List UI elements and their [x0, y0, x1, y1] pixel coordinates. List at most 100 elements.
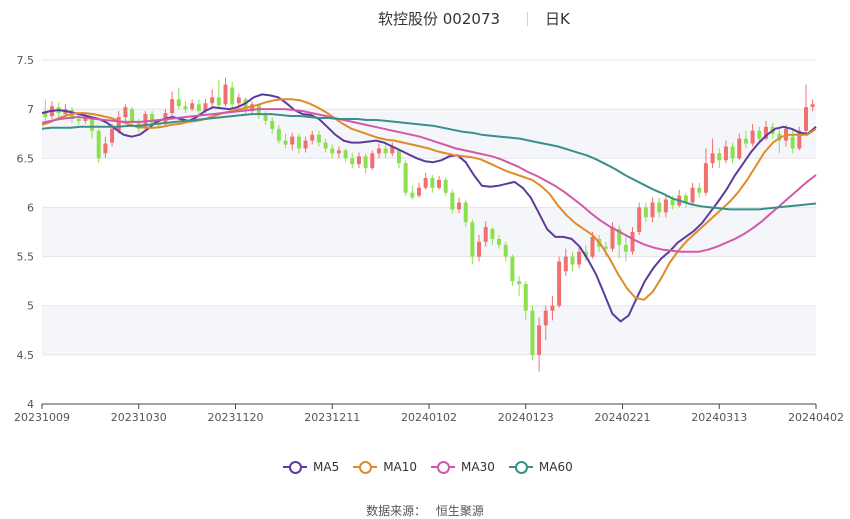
- legend-circle-icon: [359, 461, 373, 474]
- candle-body: [563, 256, 568, 272]
- legend-label: MA60: [538, 460, 573, 474]
- candle-body: [116, 117, 121, 131]
- data-source-name: 恒生聚源: [435, 504, 484, 518]
- candle-body: [537, 325, 542, 355]
- candle-body: [263, 114, 268, 121]
- candle-body: [703, 163, 708, 193]
- candle-body: [803, 107, 808, 131]
- ma-line-ma60: [41, 113, 817, 211]
- candle-body: [370, 153, 375, 169]
- title-row: 软控股份 002073 日K: [0, 6, 850, 30]
- x-tick-label: 20240313: [691, 411, 747, 424]
- legend-swatch: [353, 460, 378, 474]
- x-tick-label: 20231120: [208, 411, 264, 424]
- candle-body: [737, 138, 742, 159]
- candle-body: [523, 284, 528, 311]
- y-tick-label: 5: [27, 300, 34, 313]
- candle-body: [296, 136, 301, 149]
- candle-body: [683, 195, 688, 203]
- candle-body: [643, 207, 648, 218]
- plot-band: [42, 109, 816, 159]
- candle-body: [130, 109, 135, 123]
- candle-body: [583, 251, 588, 257]
- legend-circle-icon: [437, 461, 451, 474]
- candle-body: [356, 156, 361, 165]
- candle-body: [383, 148, 388, 154]
- plot-band: [42, 207, 816, 257]
- candle-body: [303, 140, 308, 149]
- candle-body: [517, 281, 522, 285]
- candle-body: [390, 146, 395, 154]
- candle-body: [557, 261, 562, 306]
- candle-body: [530, 310, 535, 355]
- legend-item-ma30[interactable]: MA30: [431, 458, 495, 476]
- candle-body: [150, 114, 155, 123]
- candle-body: [610, 227, 615, 249]
- y-tick-label: 6: [27, 201, 34, 214]
- candle-body: [750, 130, 755, 144]
- candle-body: [250, 104, 255, 112]
- candle-body: [723, 146, 728, 161]
- candle-body: [457, 202, 462, 210]
- candle-body: [323, 142, 328, 149]
- x-tick-label: 20240102: [401, 411, 457, 424]
- chart-legend: MA5 MA10 MA30 MA60: [283, 458, 573, 476]
- candle-body: [497, 238, 502, 245]
- candle-body: [697, 187, 702, 193]
- ma-line-ma10: [41, 98, 817, 301]
- candle-body: [170, 99, 175, 114]
- legend-swatch: [431, 460, 456, 474]
- legend-item-ma5[interactable]: MA5: [283, 458, 339, 476]
- legend-item-ma10[interactable]: MA10: [353, 458, 417, 476]
- candle-body: [730, 146, 735, 159]
- y-tick-label: 4.5: [17, 349, 35, 362]
- candle-body: [350, 158, 355, 165]
- candle-body: [236, 97, 241, 104]
- candle-body: [336, 150, 341, 154]
- candle-body: [230, 87, 235, 105]
- candle-body: [463, 202, 468, 223]
- ma-line-ma30: [41, 108, 817, 253]
- legend-item-ma60[interactable]: MA60: [508, 458, 573, 476]
- legend-swatch: [283, 460, 307, 474]
- candle-body: [577, 251, 582, 265]
- candle-body: [650, 202, 655, 218]
- candle-body: [623, 244, 628, 252]
- data-source-label: 数据来源：: [366, 504, 427, 518]
- legend-swatch: [508, 460, 533, 474]
- candle-body: [396, 150, 401, 164]
- candle-body: [477, 241, 482, 257]
- candle-body: [276, 128, 281, 141]
- candle-body: [637, 207, 642, 232]
- y-tick-label: 6.5: [17, 152, 35, 165]
- candle-body: [570, 256, 575, 265]
- candle-body: [110, 128, 115, 143]
- candle-body: [43, 111, 48, 118]
- candle-body: [503, 244, 508, 257]
- candle-body: [430, 177, 435, 188]
- candle-body: [123, 107, 128, 118]
- candle-body: [790, 136, 795, 149]
- legend-circle-icon: [514, 461, 528, 474]
- candle-body: [763, 126, 768, 139]
- candle-body: [290, 136, 295, 145]
- candle-body: [617, 229, 622, 245]
- y-tick-label: 7: [27, 103, 34, 116]
- ma-line-ma5: [41, 93, 817, 323]
- plot-band: [42, 305, 816, 355]
- candle-body: [663, 199, 668, 213]
- y-tick-label: 5.5: [17, 251, 35, 264]
- x-tick-label: 20231030: [111, 411, 167, 424]
- candle-body: [270, 120, 275, 129]
- chart-period: 日K: [545, 10, 570, 28]
- candle-body: [603, 246, 608, 249]
- candle-body: [203, 103, 208, 112]
- candle-body: [757, 130, 762, 139]
- candle-body: [470, 222, 475, 257]
- candle-body: [690, 187, 695, 203]
- candle-body: [363, 156, 368, 169]
- candle-body: [410, 192, 415, 198]
- candle-body: [103, 143, 108, 154]
- candle-body: [83, 117, 88, 121]
